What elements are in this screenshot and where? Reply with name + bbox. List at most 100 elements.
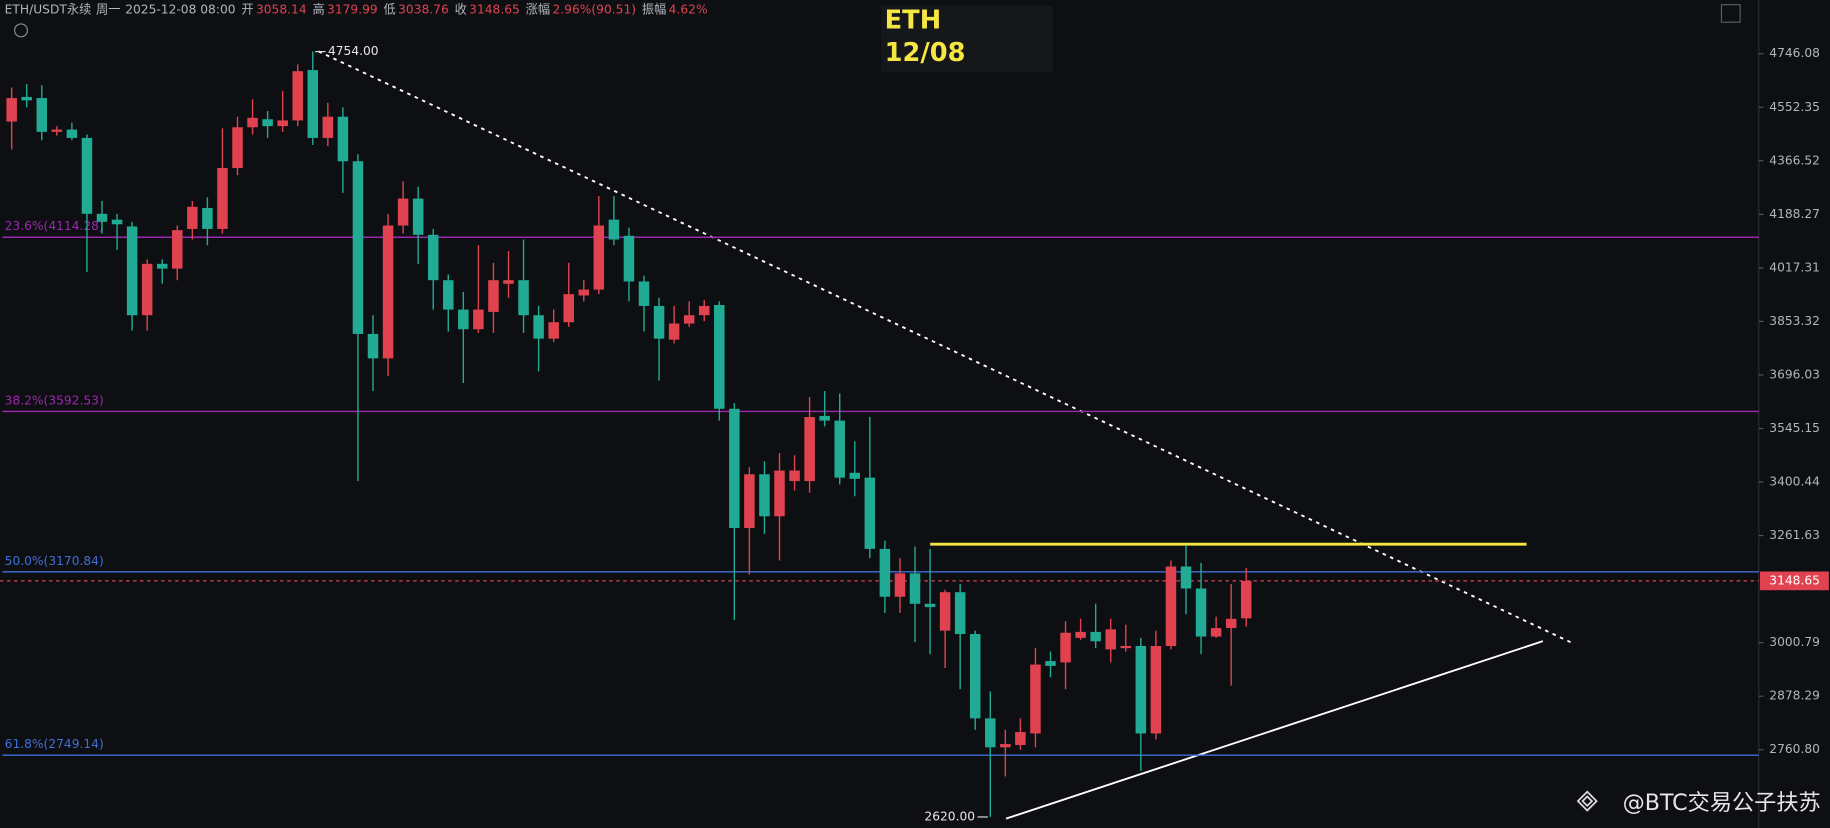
low-label: 2620.00 [924, 809, 975, 823]
candle-body [503, 280, 514, 284]
candle-body [1015, 732, 1026, 745]
candle-body [187, 206, 198, 229]
candle-body [834, 420, 845, 478]
header-field-value: 4.62% [669, 2, 708, 16]
candle-body [126, 226, 138, 316]
candle-body [1000, 744, 1011, 748]
candle-body [789, 470, 800, 482]
header-field-value: 3179.99 [327, 2, 378, 16]
header-field-label: 振幅 [642, 1, 666, 16]
candle-body [367, 333, 379, 359]
candle-body [668, 323, 680, 340]
y-tick-label: 3000.79 [1769, 635, 1820, 649]
candle-body [96, 213, 108, 222]
y-tick-label: 4366.52 [1769, 153, 1820, 167]
candle-body [1225, 618, 1237, 629]
candle-body [623, 235, 635, 282]
candle-body [819, 415, 830, 421]
candle-body [307, 70, 319, 138]
y-tick-label: 3853.32 [1769, 314, 1820, 328]
watermark: @BTC交易公子扶苏 [1623, 790, 1821, 816]
candle-body [969, 634, 981, 719]
candle-body [427, 234, 439, 281]
y-tick-label: 3696.03 [1769, 367, 1820, 381]
candle-body [894, 573, 906, 597]
candle-body [232, 127, 243, 169]
y-tick-label: 3400.44 [1769, 475, 1820, 489]
header-field-label: 高 [312, 1, 324, 16]
header-field-value: 3058.14 [256, 2, 307, 16]
fib-label: 61.8%(2749.14) [5, 737, 104, 751]
y-tick-label: 4017.31 [1769, 260, 1820, 274]
fib-label: 38.2%(3592.53) [5, 393, 104, 407]
candle-body [578, 289, 590, 296]
trendline-support [1005, 640, 1544, 820]
candle-body [698, 305, 710, 316]
y-tick-label: 3261.63 [1769, 528, 1820, 542]
header-datetime: 2025-12-08 08:00 [125, 2, 235, 16]
candle-body [458, 309, 469, 330]
candle-body [1210, 628, 1222, 637]
candle-body [262, 119, 273, 127]
chart-subtitle: 12/08 [885, 38, 966, 68]
candle-body [277, 120, 288, 127]
candle-body [443, 280, 454, 310]
chart-title: ETH [885, 6, 942, 36]
candle-body [638, 281, 650, 306]
candle-body [954, 592, 966, 635]
header-field-label: 涨幅 [526, 1, 550, 16]
candle-body [1135, 645, 1147, 734]
candle-body [1150, 645, 1162, 734]
header-field-value: 3038.76 [398, 2, 449, 16]
candle-body [1045, 661, 1056, 666]
y-tick-label: 4552.35 [1769, 100, 1820, 114]
candle-body [939, 592, 951, 631]
candle-body [1075, 631, 1086, 638]
y-tick-label: 2760.80 [1769, 742, 1820, 756]
candle-body [653, 305, 665, 339]
candle-body [759, 474, 770, 517]
candle-body [714, 304, 725, 409]
candle-body [6, 98, 17, 122]
candle-body [1195, 588, 1207, 637]
candle-body [111, 219, 123, 225]
candle-body [849, 472, 861, 479]
candle-body [172, 230, 183, 269]
candle-body [36, 98, 48, 132]
y-tick-label: 4746.08 [1769, 46, 1820, 60]
header-field-label: 收 [455, 2, 467, 16]
candle-body [548, 322, 559, 339]
candle-body [729, 408, 740, 528]
candle-body [563, 294, 574, 323]
trendline-resistance [318, 50, 1574, 645]
candle-body [488, 280, 499, 312]
candle-body [985, 718, 996, 748]
candle-body [864, 477, 876, 549]
candle-body [774, 470, 785, 517]
layout-icon[interactable] [1720, 4, 1741, 23]
header-symbol: ETH/USDT永续 [5, 2, 92, 16]
candle-body [909, 573, 921, 604]
candle-body [1120, 645, 1132, 649]
candle-body [382, 225, 394, 359]
candle-body [66, 129, 78, 138]
candle-body [608, 219, 620, 240]
candle-body [1060, 632, 1071, 663]
candle-body [337, 116, 349, 162]
candle-body [924, 603, 936, 608]
candle-body [1180, 566, 1192, 589]
candle-body [1030, 664, 1041, 734]
candle-body [683, 315, 695, 324]
candle-body [292, 71, 303, 121]
candle-body [322, 116, 334, 138]
candle-body [473, 309, 484, 330]
collapse-icon[interactable] [14, 23, 29, 38]
candle-body [1165, 566, 1177, 646]
candle-body [804, 417, 815, 482]
last-price-label: 3148.65 [1769, 573, 1820, 587]
candle-body [744, 474, 755, 528]
header: ETH/USDT永续 周一 2025-12-08 08:00 开 3058.14 高 317… [5, 1, 708, 16]
candle-body [202, 208, 213, 229]
